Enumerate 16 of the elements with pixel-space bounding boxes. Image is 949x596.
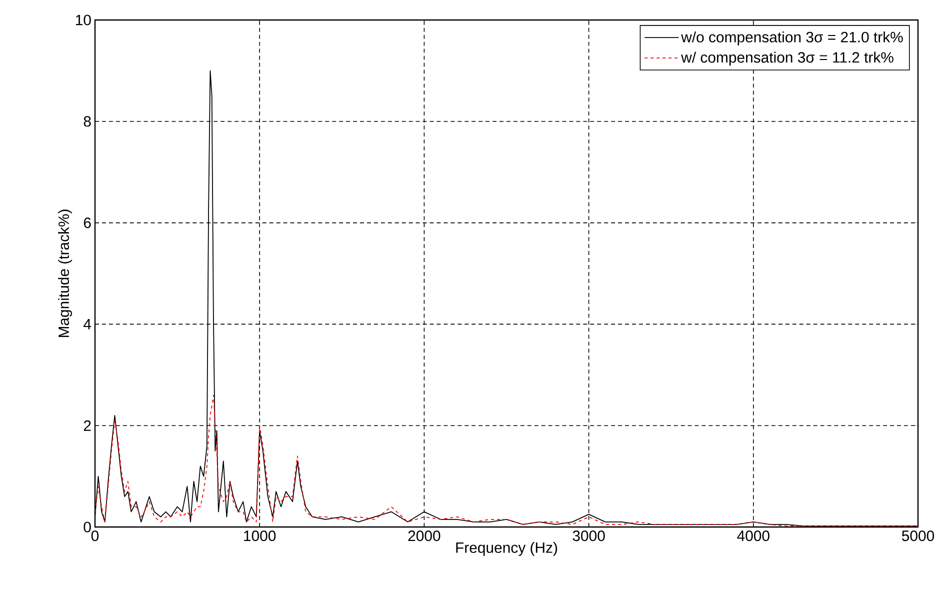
x-tick-label: 5000 (902, 530, 934, 542)
x-tick-label: 2000 (408, 530, 440, 542)
y-tick-label: 4 (84, 319, 92, 330)
legend-label: w/o compensation 3σ = 21.0 trk% (681, 31, 903, 46)
y-tick-label: 6 (84, 218, 91, 228)
x-tick-label: 4000 (737, 530, 770, 542)
y-tick-label: 2 (84, 420, 91, 431)
x-tick-label: 3000 (572, 530, 605, 542)
legend-label: w/ compensation 3σ = 11.2 trk% (681, 52, 894, 66)
x-tick-label: 1000 (244, 530, 276, 542)
x-axis-title: Frequency (Hz) (456, 542, 558, 556)
y-axis-title: Magnitude (track%) (58, 210, 72, 338)
y-tick-label: 8 (84, 116, 91, 127)
y-tick-label: 10 (76, 14, 91, 26)
x-tick-label: 0 (91, 530, 99, 542)
y-tick-label: 0 (84, 522, 91, 532)
